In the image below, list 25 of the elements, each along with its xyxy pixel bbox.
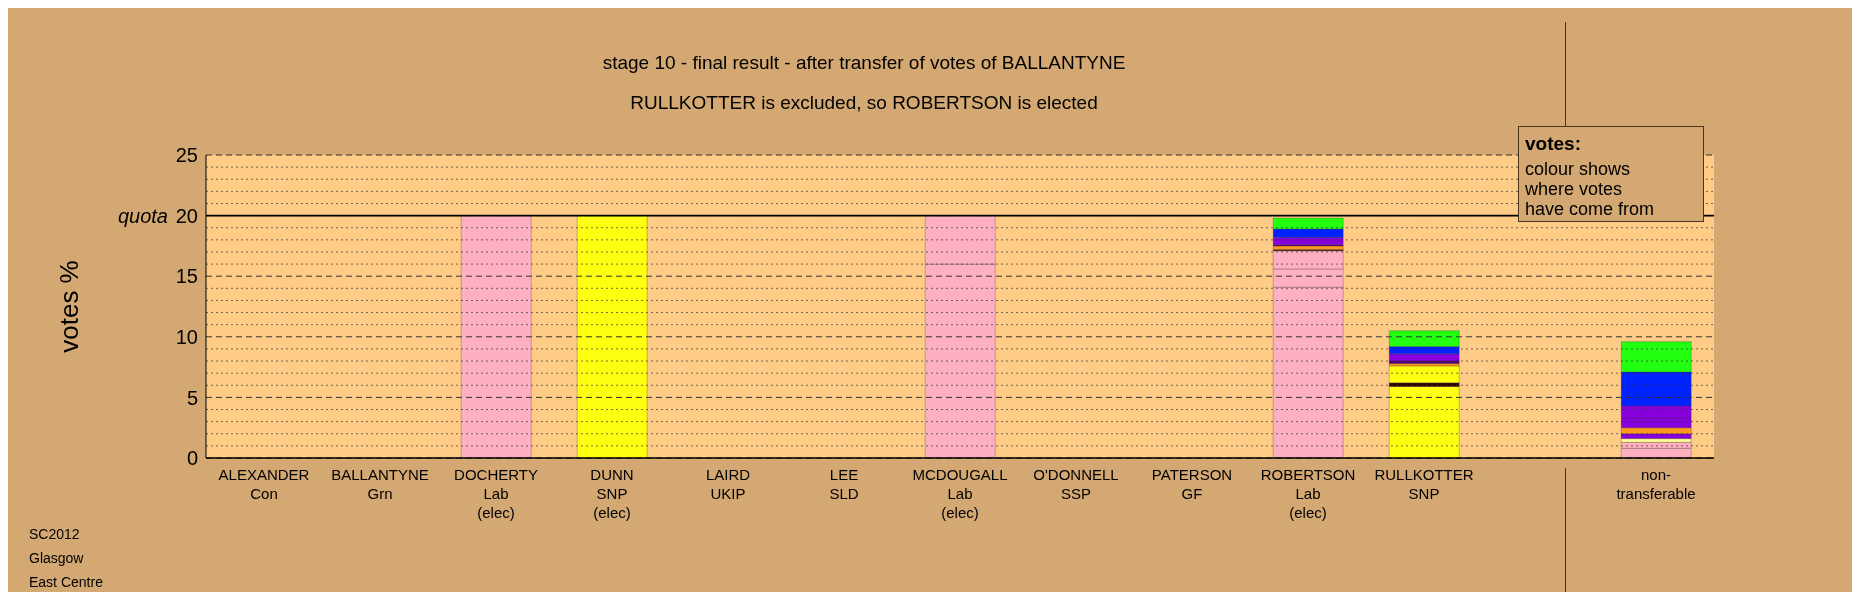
x-tick-label: LAIRD UKIP — [705, 466, 751, 502]
y-tick-label: 15 — [175, 265, 198, 288]
x-tick-label: LEE SLD — [829, 466, 859, 502]
text: SC2012 Glasgow East Centre — [29, 525, 103, 592]
y-tick-label: 10 — [175, 325, 198, 348]
chart-title: stage 10 - final result - after transfer of votes of BALLANTYNE — [601, 52, 1127, 74]
chart-subtitle: RULLKOTTER is excluded, so ROBERTSON is elected — [629, 92, 1099, 114]
x-tick-label: MCDOUGALL Lab (elec) — [912, 466, 1008, 521]
x-tick-label: BALLANTYNE Grn — [331, 466, 429, 502]
x-tick-label: ROBERTSON Lab (elec) — [1260, 466, 1356, 521]
ref-line-label: quota — [117, 204, 168, 227]
x-tick-label: RULLKOTTER SNP — [1374, 466, 1474, 502]
y-tick-label: 5 — [186, 386, 198, 409]
x-tick-label: non- transferable — [1616, 466, 1696, 502]
y-tick-label: 25 — [175, 144, 198, 167]
x-tick-label: DOCHERTY Lab (elec) — [454, 466, 538, 521]
x-tick-label: DUNN SNP (elec) — [590, 466, 634, 521]
annotation: colour shows where votes have come from — [1525, 159, 1656, 219]
y-tick-label: 20 — [175, 204, 198, 227]
y-tick-label: 0 — [186, 447, 198, 470]
text: votes: — [1525, 133, 1582, 155]
x-tick-label: ALEXANDER Con — [218, 466, 310, 502]
x-tick-label: PATERSON GF — [1151, 466, 1233, 502]
y-axis-title: votes % — [54, 260, 84, 353]
x-tick-label: O'DONNELL SSP — [1033, 466, 1119, 502]
